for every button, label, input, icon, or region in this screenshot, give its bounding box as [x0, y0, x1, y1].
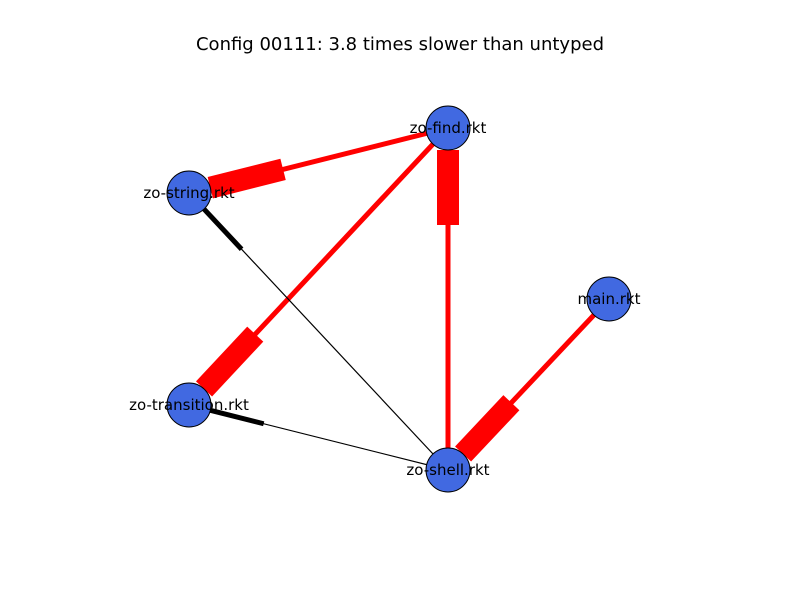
- diagram-title: Config 00111: 3.8 times slower than unty…: [195, 34, 605, 55]
- node-label: main.rkt: [578, 290, 641, 308]
- node-layer: zo-find.rkt zo-string.rkt main.rkt zo-trans…: [129, 105, 641, 493]
- edge-zo-find-to-zo-transition-head: [195, 326, 264, 397]
- node-main: main.rkt: [578, 276, 641, 322]
- node-circle: [586, 276, 632, 322]
- edge-main-to-zo-shell-head: [455, 395, 520, 462]
- edge-layer: [187, 125, 611, 472]
- node-circle: [425, 447, 471, 493]
- node-label: zo-shell.rkt: [406, 461, 489, 479]
- node-zo-find: zo-find.rkt: [410, 105, 487, 151]
- node-label: zo-string.rkt: [143, 184, 234, 202]
- node-label: zo-transition.rkt: [129, 396, 249, 414]
- node-circle: [425, 105, 471, 151]
- node-zo-transition: zo-transition.rkt: [129, 382, 249, 428]
- node-circle: [166, 382, 212, 428]
- node-label: zo-find.rkt: [410, 119, 487, 137]
- node-zo-shell: zo-shell.rkt: [406, 447, 490, 493]
- node-zo-string: zo-string.rkt: [143, 170, 235, 216]
- edge-zo-find-to-zo-string-head: [207, 158, 286, 199]
- edge-zo-shell-to-zo-transition-head: [209, 407, 265, 427]
- edge-zo-shell-to-zo-string-head: [202, 207, 244, 251]
- node-circle: [166, 170, 212, 216]
